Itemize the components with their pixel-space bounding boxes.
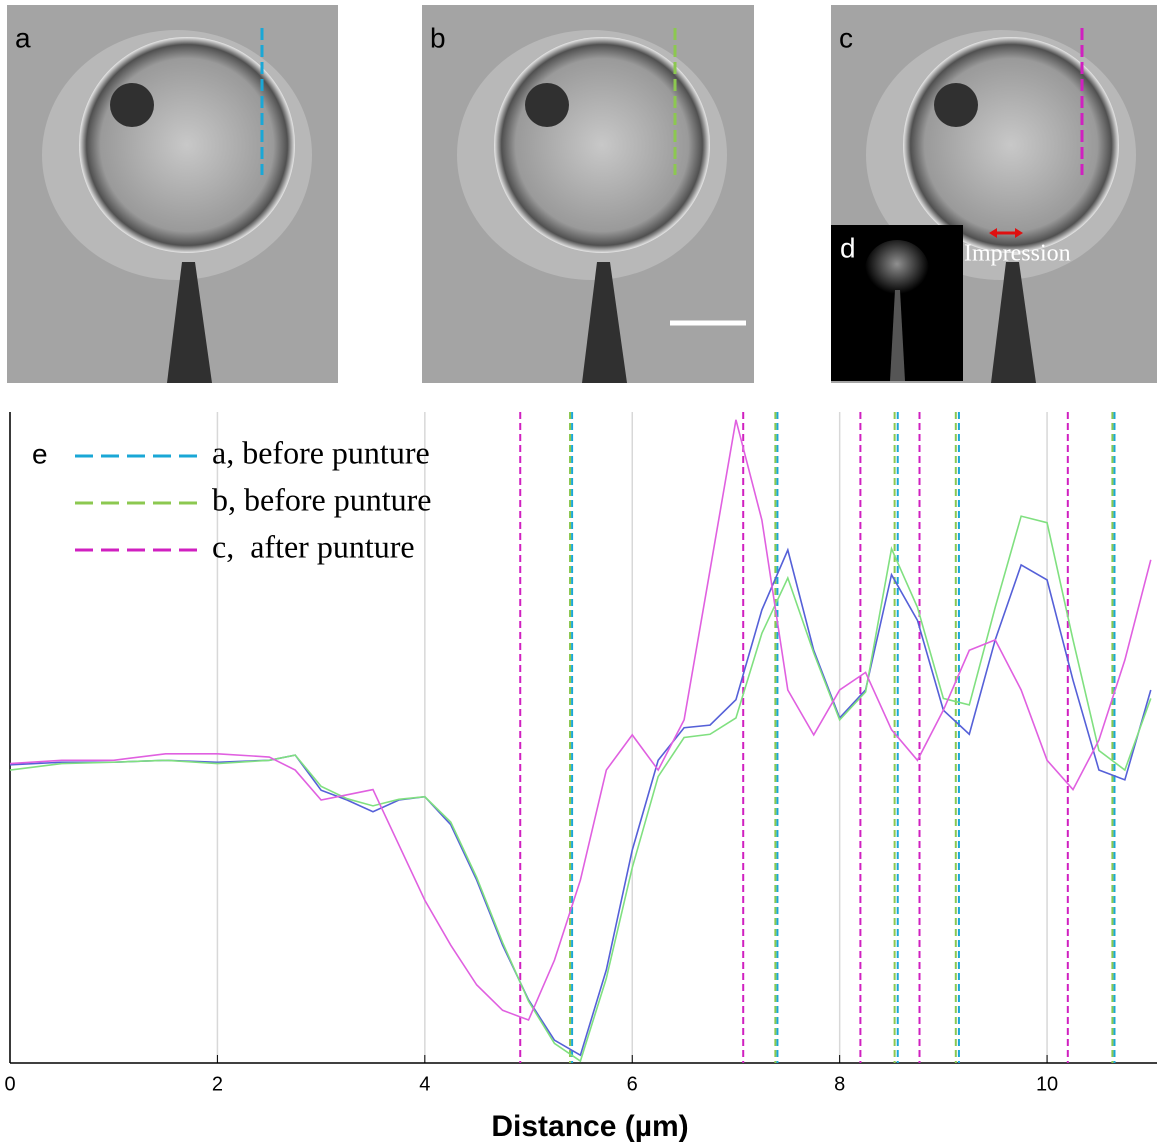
panel-label: d: [840, 232, 856, 263]
pipette: [167, 262, 212, 383]
panel-label: e: [32, 438, 48, 469]
data-line: [9, 547, 1152, 1057]
pipette: [991, 262, 1036, 383]
legend-label: a, before punture: [212, 434, 430, 470]
legend-label: c, after punture: [212, 528, 415, 564]
nucleus-spot: [525, 83, 569, 127]
panel-label: b: [430, 22, 446, 53]
nucleus-spot: [110, 83, 154, 127]
image-panels: a b c d Impression: [7, 5, 1157, 383]
data-line: [9, 515, 1152, 1063]
x-axis-label: Distance (µm): [491, 1110, 688, 1143]
inset-glow: [865, 240, 929, 300]
x-tick-label: 0: [4, 1073, 15, 1095]
impression-label: Impression: [964, 241, 1071, 267]
inset-pipette: [890, 290, 905, 381]
panel-label: c: [839, 22, 853, 53]
nucleus-spot: [934, 83, 978, 127]
x-tick-label: 8: [834, 1073, 845, 1095]
x-tick-label: 10: [1036, 1073, 1058, 1095]
arrow-head: [1015, 228, 1023, 238]
legend-label: b, before punture: [212, 481, 431, 517]
cell: [494, 37, 710, 253]
data-line: [9, 419, 1152, 1022]
x-tick-label: 4: [419, 1073, 430, 1095]
image-panel: b: [422, 5, 754, 383]
chart: 0 2 4 6 8 10 Distance (µm) e a, before punture b,…: [4, 412, 1157, 1143]
x-tick-label: 2: [212, 1073, 223, 1095]
arrow-head: [989, 228, 997, 238]
pipette: [582, 262, 627, 383]
image-panel: a: [7, 5, 338, 383]
x-tick-label: 6: [627, 1073, 638, 1095]
cell: [903, 37, 1119, 253]
panel-label: a: [15, 22, 31, 53]
